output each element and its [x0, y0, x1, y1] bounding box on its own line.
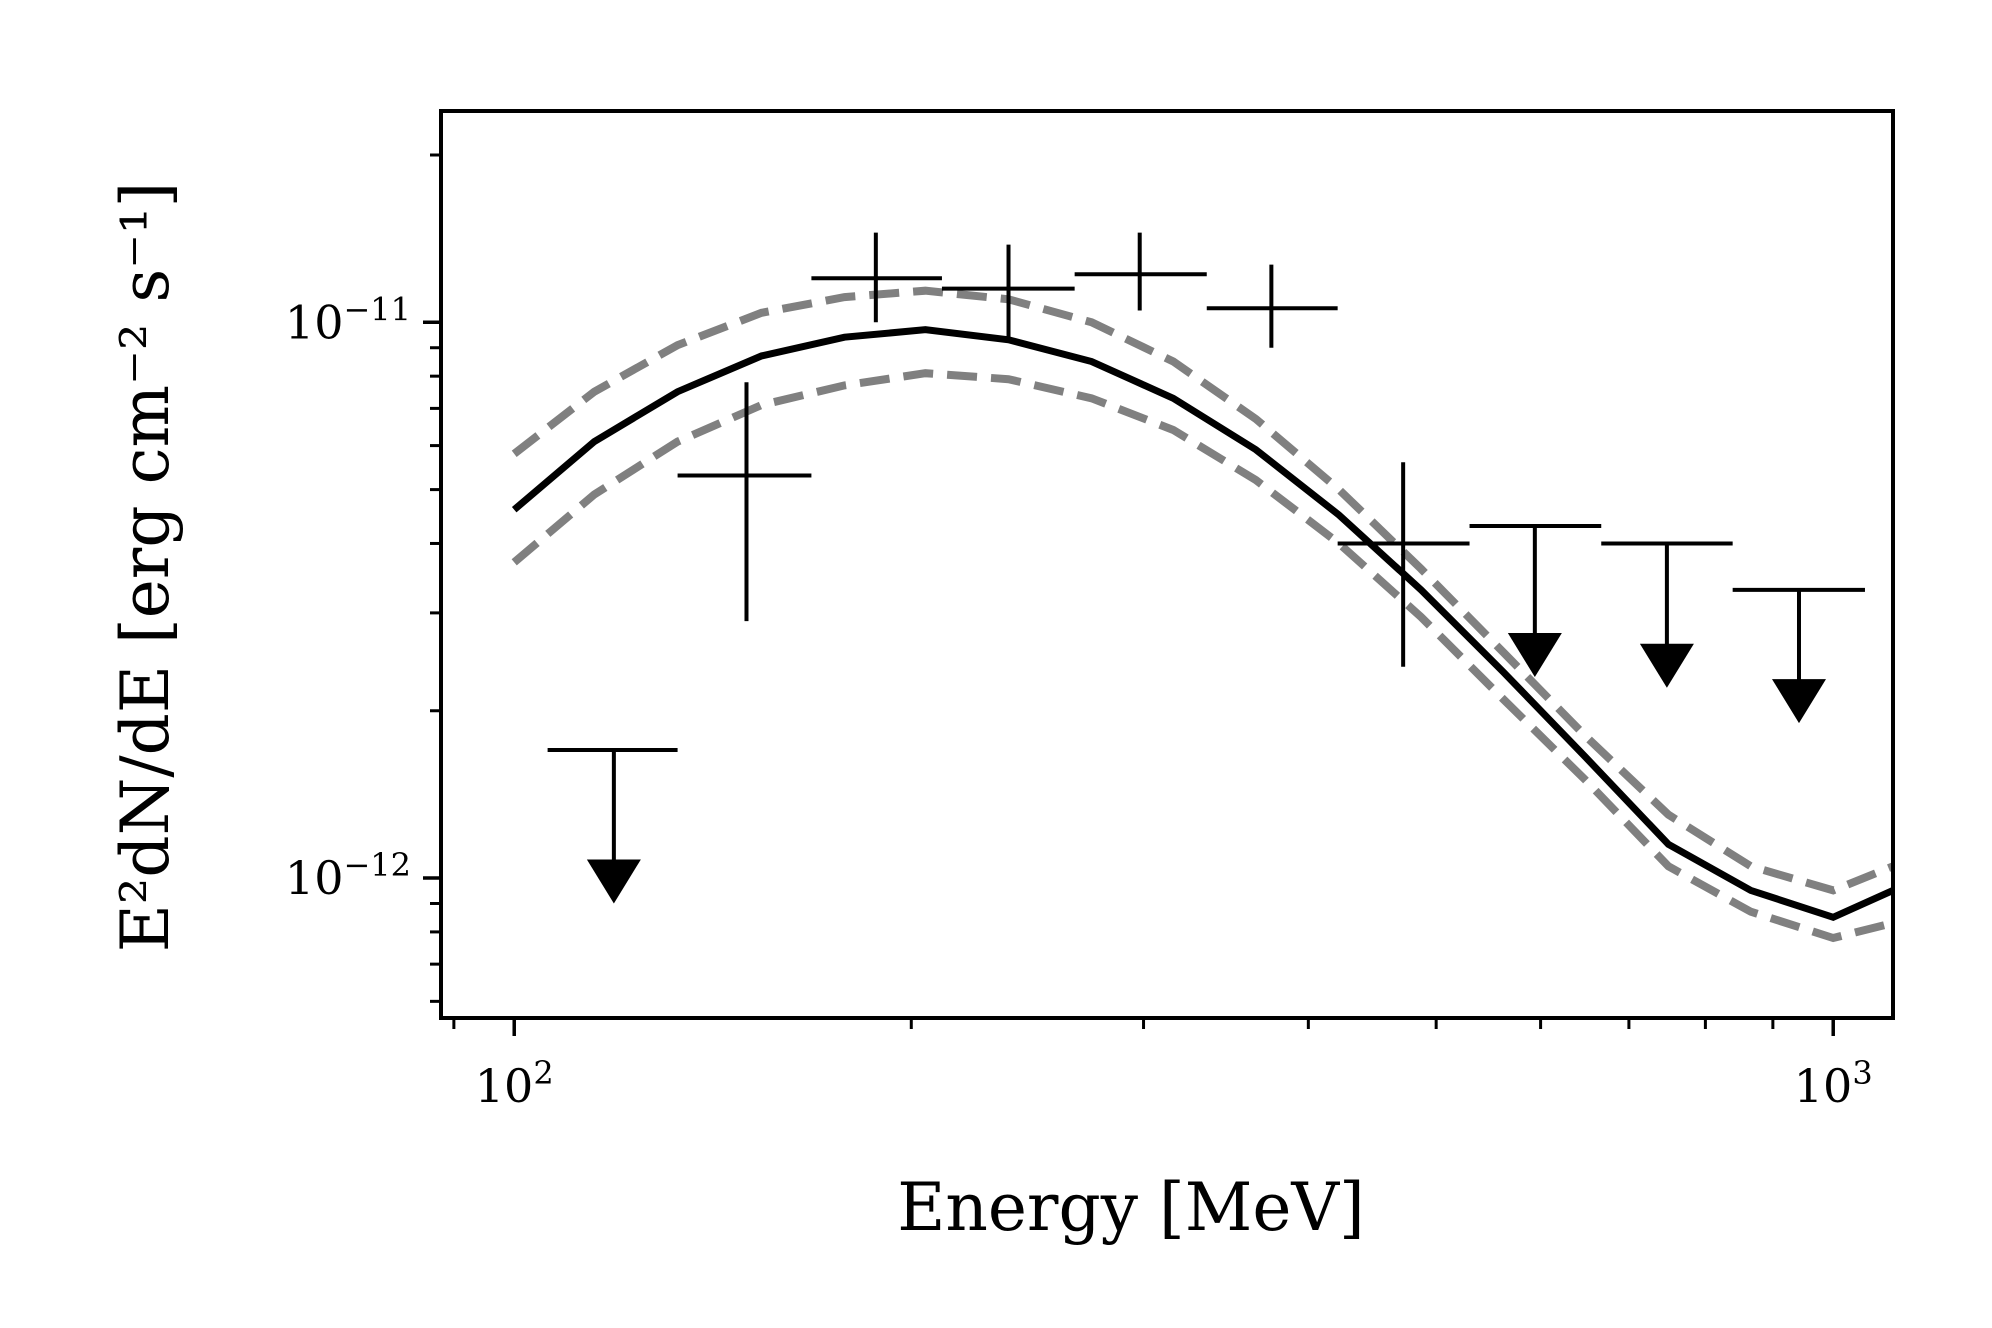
y-tick-label: 10−11 — [285, 290, 411, 349]
upper-limit-arrow — [1771, 679, 1826, 724]
x-tick-label: 102 — [475, 1054, 554, 1113]
upper-limit-arrow — [1639, 643, 1694, 688]
upper-limit-arrow — [586, 859, 641, 904]
model-line — [511, 326, 1893, 922]
data-point-3 — [941, 244, 1075, 338]
data-point-4 — [1074, 232, 1207, 311]
upper-limit-3 — [1601, 541, 1733, 688]
x-tick-label: 103 — [1794, 1054, 1873, 1113]
data-point-6 — [1337, 462, 1470, 667]
data-point-5 — [1206, 264, 1338, 348]
data-point-1 — [677, 382, 812, 622]
y-axis-label: E²dN/dE [erg cm⁻² s⁻¹] — [107, 182, 184, 953]
axis-ticks: 102 103 10−11 10−12 — [285, 153, 1873, 1113]
data-points-layer — [547, 232, 1865, 904]
y-tick-label: 10−12 — [285, 846, 411, 905]
model-layer — [511, 286, 1893, 943]
upper-limit-4 — [1732, 587, 1865, 724]
x-axis-label: Energy [MeV] — [897, 1169, 1365, 1246]
upper-limit-1 — [547, 747, 678, 904]
upper-limit-2 — [1469, 524, 1602, 678]
data-point-2 — [811, 232, 942, 323]
upper-limit-arrow — [1507, 633, 1562, 678]
plot-frame — [439, 109, 1895, 1020]
upper-uncertainty-line — [511, 286, 1893, 895]
